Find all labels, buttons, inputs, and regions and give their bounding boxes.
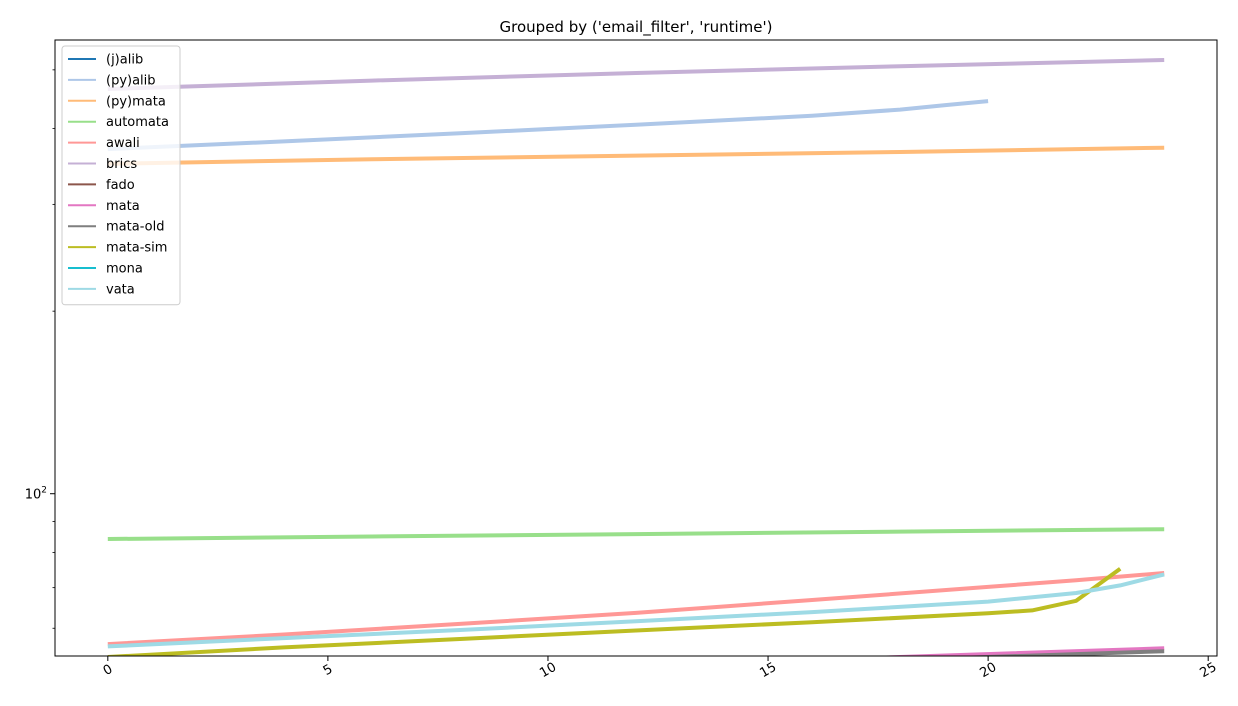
series-line-py-mata bbox=[107, 145, 1165, 166]
series-line-mata bbox=[870, 646, 1165, 656]
legend-item: (py)mata bbox=[68, 94, 166, 109]
y-axis: 102 bbox=[25, 69, 55, 629]
x-tick-label: 15 bbox=[757, 660, 779, 681]
legend-label: (j)alib bbox=[106, 53, 143, 68]
legend-label: vata bbox=[106, 282, 135, 297]
series-line-vata bbox=[107, 572, 1165, 649]
legend-item: (py)alib bbox=[68, 73, 156, 88]
legend-item: mata-sim bbox=[68, 241, 167, 256]
legend-label: fado bbox=[106, 178, 135, 193]
x-axis: 0 5 10 15 20 25 bbox=[101, 656, 1220, 681]
legend-item: vata bbox=[68, 282, 135, 297]
x-tick-label: 10 bbox=[537, 660, 559, 681]
x-tick-label: 0 bbox=[101, 662, 116, 679]
legend: (j)alib (py)alib (py)mata automata awali bric… bbox=[61, 45, 181, 306]
legend-item: fado bbox=[68, 178, 135, 193]
x-tick-label: 25 bbox=[1198, 660, 1220, 681]
legend-label: awali bbox=[106, 136, 140, 151]
series-layer bbox=[107, 58, 1165, 656]
legend-label: mata bbox=[106, 199, 140, 214]
series-line-py-alib bbox=[107, 99, 989, 152]
x-tick-label: 5 bbox=[321, 662, 336, 679]
series-line-mata-sim bbox=[107, 567, 1122, 656]
series-line-automata bbox=[107, 527, 1165, 541]
legend-label: brics bbox=[106, 157, 137, 172]
legend-label: mona bbox=[106, 262, 143, 277]
legend-label: mata-sim bbox=[106, 241, 167, 256]
y-tick-label: 102 bbox=[25, 486, 47, 503]
legend-item: mona bbox=[68, 262, 143, 277]
legend-item: mata-old bbox=[68, 220, 164, 235]
x-tick-label: 20 bbox=[977, 660, 999, 681]
chart-title: Grouped by ('email_filter', 'runtime') bbox=[500, 18, 773, 37]
plot-frame bbox=[54, 39, 1218, 657]
legend-label: (py)mata bbox=[106, 94, 166, 109]
series-line-awali bbox=[107, 571, 1165, 647]
legend-label: automata bbox=[106, 115, 169, 130]
legend-item: awali bbox=[68, 136, 140, 151]
legend-item: mata bbox=[68, 199, 140, 214]
legend-label: mata-old bbox=[106, 220, 164, 235]
legend-item: brics bbox=[68, 157, 137, 172]
legend-item: automata bbox=[68, 115, 169, 130]
legend-label: (py)alib bbox=[106, 73, 156, 88]
legend-box bbox=[61, 45, 181, 306]
legend-item: (j)alib bbox=[68, 53, 143, 68]
series-line-brics bbox=[107, 58, 1165, 91]
